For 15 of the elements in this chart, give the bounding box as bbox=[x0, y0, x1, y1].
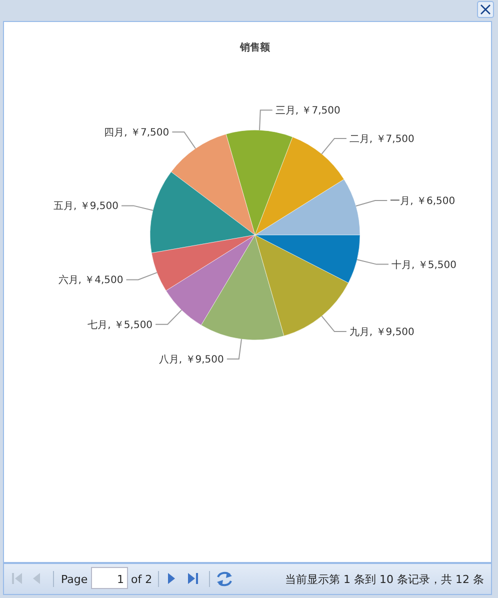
chart-title: 销售额 bbox=[239, 42, 271, 54]
slice-label: 七月, ￥5,500 bbox=[88, 318, 153, 331]
slice-label: 八月, ￥9,500 bbox=[158, 354, 224, 366]
slice-label: 五月, ￥9,500 bbox=[53, 201, 118, 212]
text: 1 bbox=[117, 572, 124, 586]
slice-label: 六月, ￥4,500 bbox=[58, 274, 124, 286]
text: of 2 bbox=[131, 572, 152, 586]
slice-label: 四月, ￥7,500 bbox=[104, 128, 170, 139]
slice-label: 十月, ￥5,500 bbox=[392, 258, 457, 271]
text: Page bbox=[61, 572, 88, 586]
text: 当前显示第 1 条到 10 条记录，共 12 条 bbox=[285, 572, 484, 586]
slice-label: 三月, ￥7,500 bbox=[275, 106, 340, 117]
slice-label: 二月, ￥7,500 bbox=[349, 134, 414, 145]
slice-label: 一月, ￥6,500 bbox=[390, 196, 456, 207]
slice-label: 九月, ￥9,500 bbox=[349, 326, 414, 338]
